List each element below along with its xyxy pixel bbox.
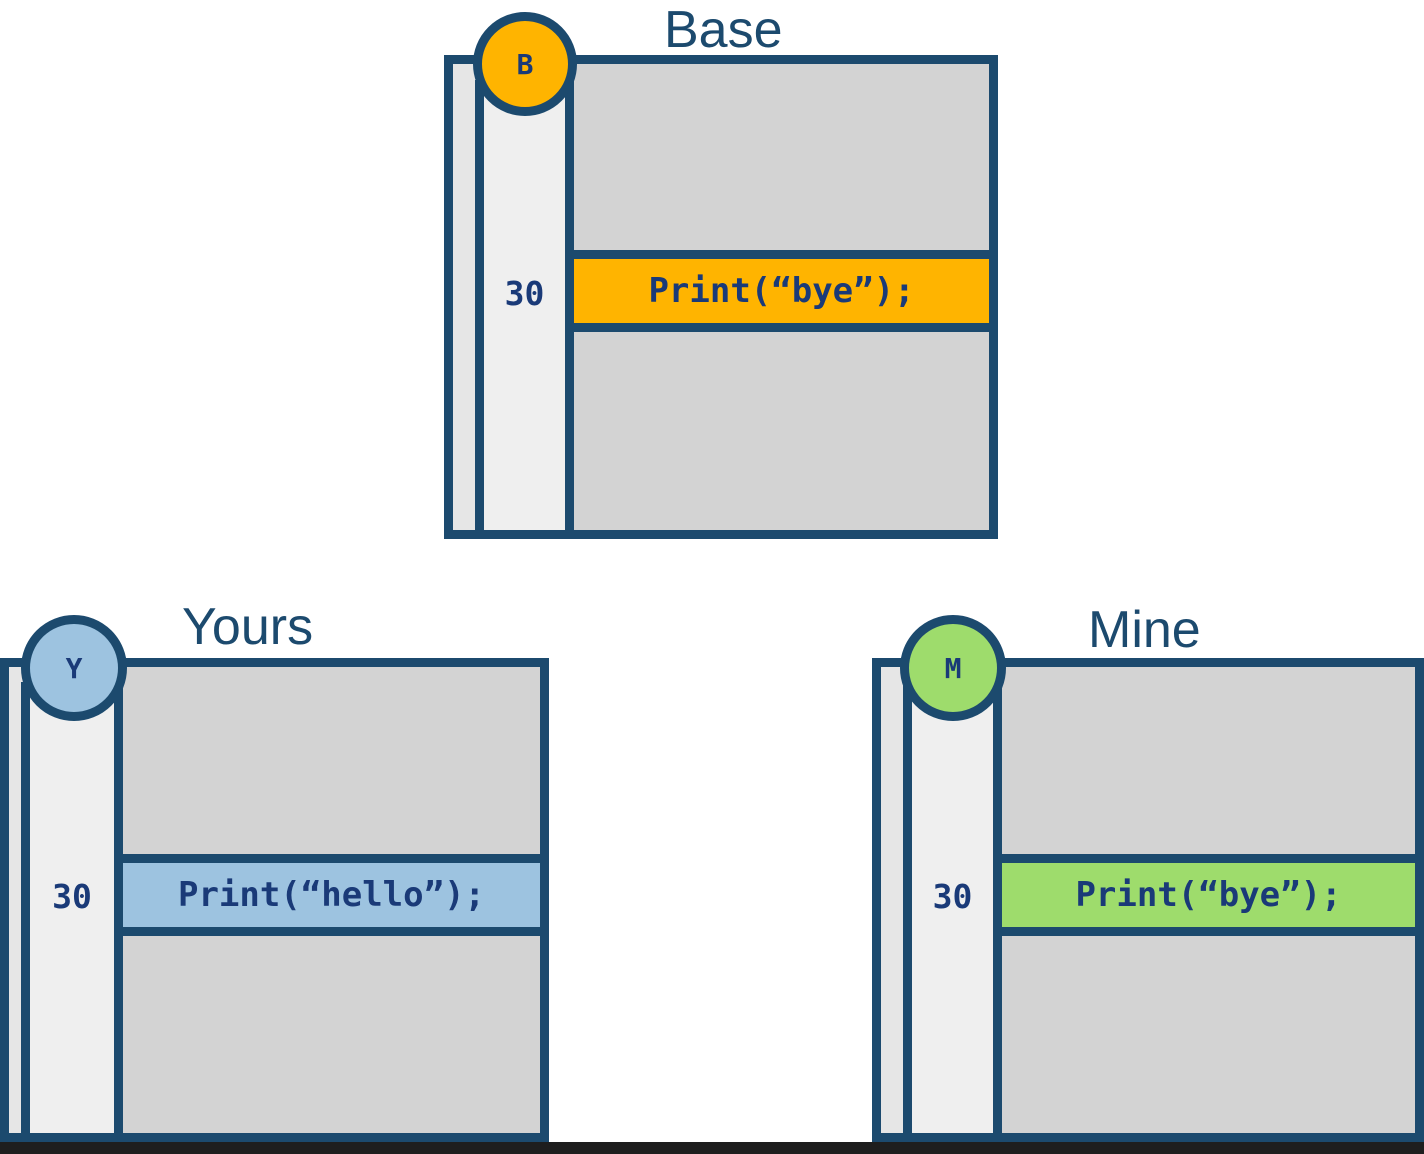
bottom-bar [0, 1142, 1424, 1154]
yours-badge-icon: Y [21, 615, 127, 721]
base-badge-icon: B [473, 12, 577, 116]
yours-code-line: Print(“hello”); [114, 854, 549, 936]
yours-title: Yours [182, 598, 314, 656]
base-line-number: 30 [504, 274, 545, 313]
base-code-line: Print(“bye”); [565, 250, 998, 332]
mine-badge-icon: M [900, 615, 1006, 721]
mine-gutter [903, 682, 1002, 1142]
mine-title: Mine [1088, 601, 1201, 659]
mine-line-number: 30 [932, 877, 973, 916]
yours-line-number: 30 [52, 877, 92, 916]
mine-code-line: Print(“bye”); [993, 854, 1424, 936]
base-title: Base [664, 1, 783, 59]
